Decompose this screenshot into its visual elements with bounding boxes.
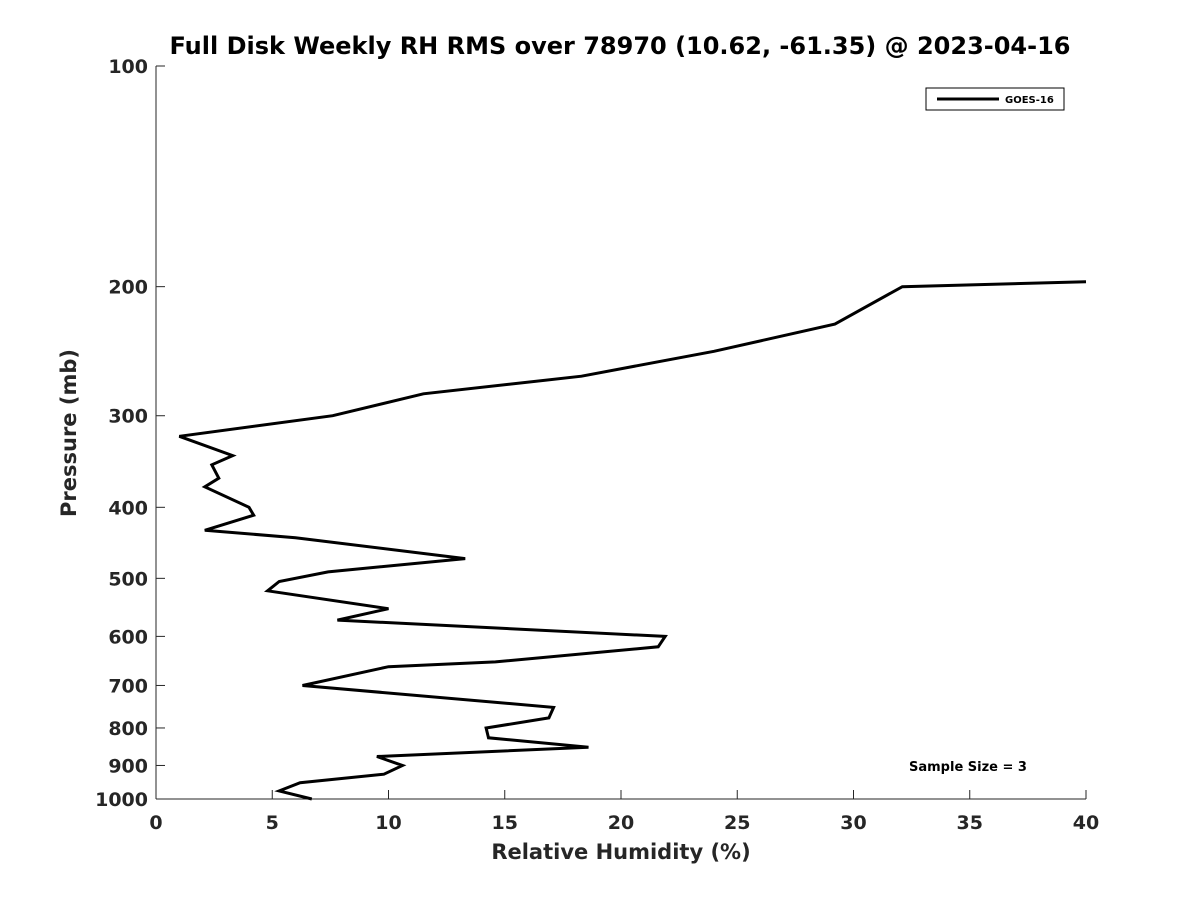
y-tick-label: 300 [108,406,148,428]
y-tick-label: 800 [108,718,148,740]
legend-label-goes-16: GOES-16 [1005,95,1054,106]
axis-ticks: 0 5 10 15 20 25 30 35 40 100 200 300 400 500 600 700 800… [95,56,1099,834]
x-tick-label: 25 [724,812,750,834]
y-tick-label: 700 [108,675,148,697]
plot-area [156,66,1086,799]
chart-title: Full Disk Weekly RH RMS over 78970 (10.6… [169,32,1070,60]
series-line-goes-16 [178,280,1087,801]
x-tick-label: 40 [1073,812,1099,834]
series-layer [178,280,1087,801]
y-axis-title: Pressure (mb) [57,349,81,517]
x-axis-title: Relative Humidity (%) [491,840,750,864]
y-tick-label: 500 [108,568,148,590]
y-tick-label: 400 [108,497,148,519]
x-tick-label: 5 [266,812,279,834]
y-tick-label: 100 [108,56,148,78]
x-tick-label: 30 [840,812,866,834]
x-tick-label: 0 [149,812,162,834]
x-tick-label: 20 [608,812,634,834]
y-tick-label: 900 [108,755,148,777]
y-tick-label: 200 [108,277,148,299]
y-tick-label: 600 [108,626,148,648]
legend: GOES-16 [925,87,1065,111]
x-tick-label: 35 [957,812,983,834]
y-tick-label: 1000 [95,789,148,811]
x-tick-label: 15 [492,812,518,834]
sample-size-annotation: Sample Size = 3 [909,760,1027,775]
x-tick-label: 10 [375,812,401,834]
